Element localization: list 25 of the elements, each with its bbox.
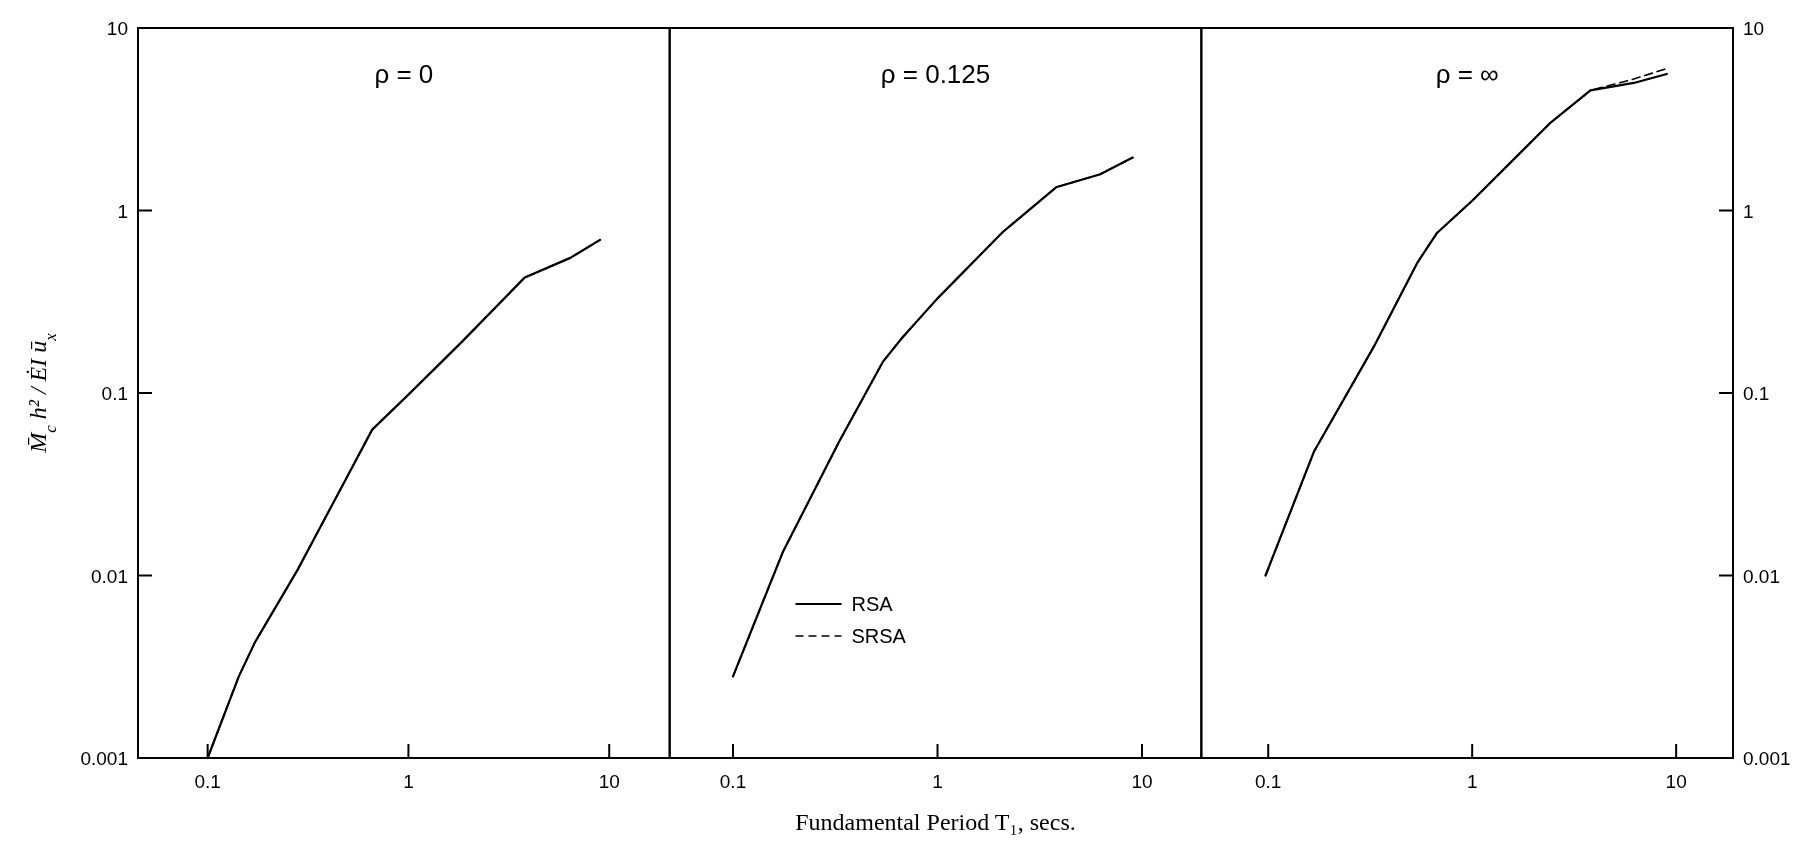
x-tick-label: 0.1 [194, 771, 221, 792]
y-tick-label: 1 [117, 200, 128, 222]
x-axis-title: Fundamental Period T₁, secs. [795, 809, 1076, 835]
text: ρ = 0 [374, 59, 434, 89]
legend-label: RSA [851, 593, 894, 615]
y-tick-label: 0.1 [1743, 383, 1770, 404]
legend-label: SRSA [851, 625, 907, 647]
x-tick-label: 10 [1665, 771, 1687, 792]
text: ρ = ∞ [1435, 59, 1499, 89]
y-tick-label: 0.01 [91, 565, 128, 587]
x-tick-label: 0.1 [719, 771, 747, 792]
y-tick-label: 10 [106, 18, 128, 39]
y-tick-label: 0.1 [101, 383, 128, 404]
y-tick-label: 0.001 [80, 748, 128, 769]
x-tick-label: 10 [1131, 771, 1153, 792]
y-tick-label: 0.001 [1743, 748, 1791, 769]
x-tick-label: 1 [1466, 771, 1478, 792]
x-tick-label: 10 [598, 771, 620, 792]
y-tick-label: 1 [1743, 200, 1754, 222]
text: ρ = 0.125 [880, 59, 991, 89]
y-tick-label: 10 [1743, 18, 1765, 39]
x-tick-label: 1 [403, 771, 414, 792]
x-tick-label: 0.1 [1255, 771, 1282, 792]
x-tick-label: 1 [932, 771, 943, 792]
y-tick-label: 0.01 [1743, 565, 1780, 587]
